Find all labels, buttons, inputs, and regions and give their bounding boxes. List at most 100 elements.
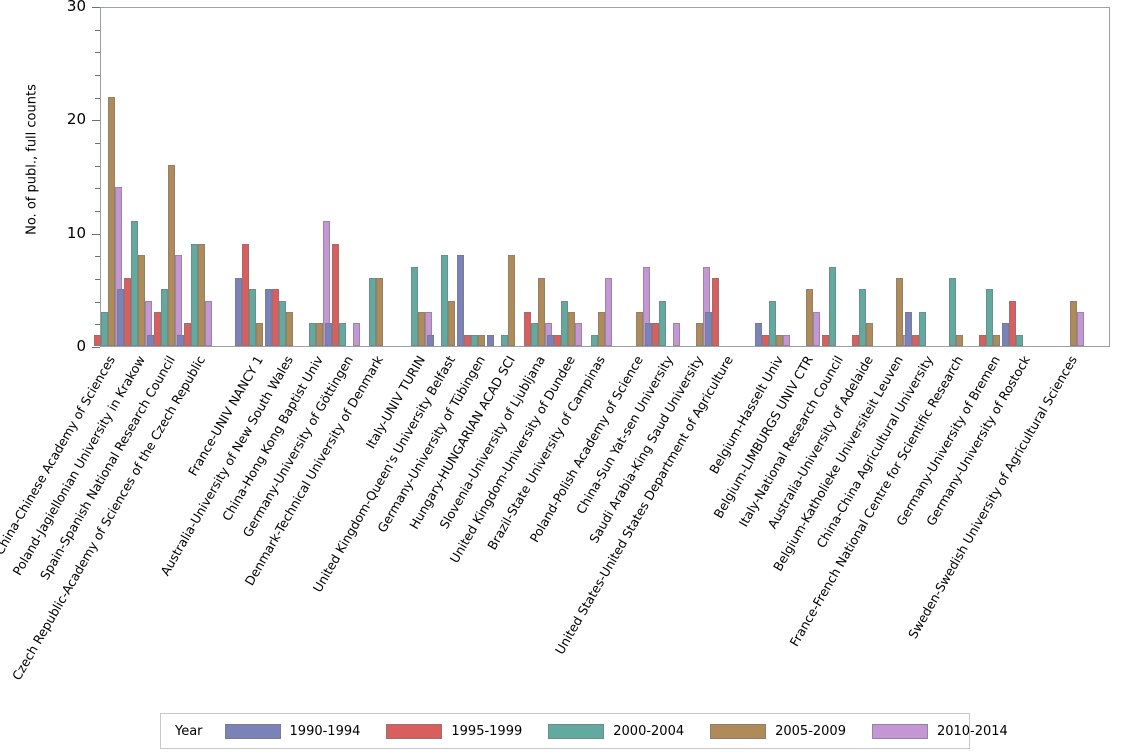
bar xyxy=(198,244,205,346)
bar xyxy=(1016,334,1023,346)
bar xyxy=(866,323,873,346)
y-tick-mark xyxy=(95,211,100,212)
bar xyxy=(949,278,956,346)
bar xyxy=(591,334,598,346)
bar xyxy=(659,300,666,346)
bar xyxy=(896,278,903,346)
legend-swatch xyxy=(871,723,928,739)
x-axis-label: Spain-Spanish National Research Council xyxy=(37,353,178,582)
bar xyxy=(806,289,813,346)
bar xyxy=(471,334,478,346)
bar xyxy=(993,334,1000,346)
bar xyxy=(272,289,279,346)
bar xyxy=(101,312,108,346)
bar xyxy=(501,334,508,346)
bar-group xyxy=(117,8,152,346)
bar-group xyxy=(845,8,880,346)
bar xyxy=(487,334,494,346)
y-tick-mark xyxy=(95,75,100,76)
bar xyxy=(448,300,455,346)
bar xyxy=(636,312,643,346)
bar-group xyxy=(457,8,492,346)
x-axis-label-text: Spain-Spanish National Research Council xyxy=(36,353,178,583)
bar xyxy=(912,334,919,346)
bar-group xyxy=(397,8,432,346)
bar-group xyxy=(265,8,300,346)
bar xyxy=(161,289,168,346)
bar xyxy=(979,334,986,346)
bar-group xyxy=(177,8,212,346)
bar xyxy=(124,278,131,346)
bar xyxy=(376,278,383,346)
bar-group xyxy=(755,8,790,346)
y-tick-mark xyxy=(95,97,100,99)
bar-group xyxy=(147,8,182,346)
bar xyxy=(168,164,175,346)
bar-group xyxy=(785,8,820,346)
legend-label: 1995-1999 xyxy=(451,723,523,739)
bar-group xyxy=(905,8,940,346)
bar xyxy=(94,334,101,346)
bar xyxy=(531,323,538,346)
bar-group xyxy=(1002,8,1037,346)
bar xyxy=(117,289,124,346)
bar xyxy=(256,323,263,346)
legend-swatch xyxy=(386,723,443,739)
bar xyxy=(154,312,161,346)
bars-layer xyxy=(94,8,1109,346)
bar xyxy=(177,334,184,346)
bar xyxy=(1077,312,1084,346)
y-tick-label: 0 xyxy=(76,337,86,355)
bar xyxy=(645,323,652,346)
bar xyxy=(561,300,568,346)
bar xyxy=(235,278,242,346)
bar-group xyxy=(615,8,650,346)
y-tick-label: 20 xyxy=(66,110,86,129)
bar-group xyxy=(487,8,522,346)
x-axis-label-text: Poland-Jagiellonian University in Krakow xyxy=(9,353,148,578)
bar-group xyxy=(815,8,850,346)
legend-item[interactable]: 1995-1999 xyxy=(386,723,523,739)
bar xyxy=(508,255,515,346)
bar xyxy=(316,323,323,346)
bar xyxy=(769,300,776,346)
bar xyxy=(829,266,836,346)
bar xyxy=(919,312,926,346)
legend-title: Year xyxy=(175,723,203,739)
legend-item[interactable]: 2005-2009 xyxy=(710,723,846,739)
bar xyxy=(279,300,286,346)
bar xyxy=(605,278,612,346)
bar xyxy=(705,312,712,346)
bar xyxy=(441,255,448,346)
bar xyxy=(309,323,316,346)
legend-swatch xyxy=(548,723,605,739)
x-axis-labels: China-Chinese Academy of Sciences Poland-… xyxy=(0,347,1134,692)
bar-group xyxy=(972,8,1007,346)
bar xyxy=(538,278,545,346)
bar xyxy=(696,323,703,346)
bar xyxy=(905,312,912,346)
bar xyxy=(813,312,820,346)
y-tick-mark xyxy=(92,347,100,348)
bar xyxy=(457,255,464,346)
bar-group xyxy=(705,8,740,346)
y-tick-mark xyxy=(95,301,100,303)
legend-swatch xyxy=(710,723,767,739)
bar xyxy=(762,334,769,346)
legend-items: 1990-1994 1995-1999 2000-2004 2005-2009 2010… xyxy=(224,723,1034,739)
bar xyxy=(554,334,561,346)
bar xyxy=(265,289,272,346)
y-axis: 0 10 20 30 No. of publ., full counts xyxy=(0,0,100,355)
bar xyxy=(411,266,418,346)
bar xyxy=(138,255,145,346)
bar xyxy=(205,300,212,346)
bar xyxy=(755,323,762,346)
bar xyxy=(575,323,582,346)
y-tick-mark xyxy=(95,143,100,144)
legend-item[interactable]: 1990-1994 xyxy=(224,723,360,739)
bar xyxy=(1009,300,1016,346)
bar xyxy=(184,323,191,346)
bar xyxy=(108,96,115,346)
legend-item[interactable]: 2000-2004 xyxy=(548,723,684,739)
legend-item[interactable]: 2010-2014 xyxy=(871,723,1008,739)
